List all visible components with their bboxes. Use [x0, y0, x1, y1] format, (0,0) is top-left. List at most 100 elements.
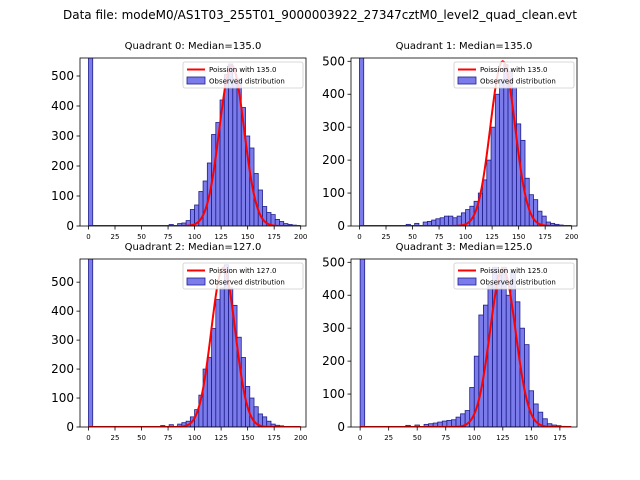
quadrant-3-histogram-bar — [505, 294, 512, 427]
quadrant-1-x-tick-label: 0 — [357, 233, 361, 241]
quadrant-0-y-tick-label: 100 — [51, 189, 74, 203]
quadrant-1-poisson-fit-line — [359, 60, 572, 226]
quadrant-0-legend-observed-label: Observed distribution — [209, 78, 285, 86]
quadrant-0-legend-box — [182, 61, 304, 89]
quadrant-1-x-tick-label: 175 — [538, 233, 551, 241]
quadrant-0-histogram-bar — [257, 189, 263, 226]
quadrant-3-y-tick-label: 100 — [322, 387, 345, 401]
quadrant-0-y-tick-label: 0 — [66, 219, 74, 233]
figure-suptitle: Data file: modeM0/AS1T03_255T01_90000039… — [63, 8, 577, 22]
quadrant-0-x-tick-label: 0 — [86, 233, 90, 241]
quadrant-2-x-tick-label: 125 — [214, 434, 227, 442]
quadrant-1-y-tick-label: 300 — [322, 120, 345, 134]
quadrant-2-legend: Poission with 127.0 Observed distribution — [182, 262, 304, 290]
quadrant-2-chart: 0 25 50 75 100 125 150 175 200 0 100 200 300 400 500 Qu… — [51, 242, 307, 442]
quadrant-3-x-tick-label: 100 — [468, 434, 481, 442]
quadrant-3-histogram-bar — [487, 284, 493, 427]
quadrant-0-histogram-bar — [223, 74, 229, 226]
quadrant-0-histogram-bar — [232, 78, 238, 226]
quadrant-1-y-tick-label: 0 — [337, 219, 345, 233]
quadrant-3-histogram-bar — [473, 355, 480, 427]
quadrant-2-legend-fit-label: Poission with 127.0 — [209, 267, 277, 275]
quadrant-1-histogram-bar — [490, 126, 496, 226]
quadrant-1-histogram-bar — [443, 215, 450, 226]
quadrant-0-x-tick-label: 100 — [188, 233, 201, 241]
quadrant-2-x-tick-label: 25 — [111, 434, 120, 442]
quadrant-3-histogram-bar — [524, 344, 530, 427]
quadrant-1-x-tick-label: 125 — [485, 233, 498, 241]
quadrant-1-title: Quadrant 1: Median=135.0 — [396, 41, 533, 52]
quadrant-1-y-tick-label: 200 — [322, 153, 345, 167]
quadrant-0-x-tick-label: 75 — [164, 233, 173, 241]
quadrant-1-chart: 0 25 50 75 100 125 150 175 200 0 100 200 300 400 500 Qu… — [322, 41, 578, 241]
quadrant-2-y-tick-label: 200 — [51, 362, 74, 376]
quadrant-1-legend-bar-swatch — [457, 76, 477, 85]
quadrant-1-histogram-bar — [482, 179, 488, 226]
quadrant-0-poisson-fit-line — [88, 64, 301, 226]
quadrant-2-y-tick-label: 0 — [66, 420, 74, 434]
quadrant-2-x-tick-label: 200 — [294, 434, 307, 442]
quadrant-1-histogram-bar — [494, 93, 500, 226]
quadrant-3-legend-box — [453, 262, 575, 290]
quadrant-0-plot-area — [88, 58, 301, 226]
quadrant-3-plot-area — [359, 259, 572, 427]
quadrant-3-y-tick-label: 200 — [322, 354, 345, 368]
quadrant-1-axes-frame — [350, 57, 578, 227]
quadrant-1-legend-box — [453, 61, 575, 89]
quadrant-2-histogram-bar — [206, 357, 212, 427]
quadrant-1-histogram-bar — [359, 58, 365, 226]
quadrant-2-y-tick-label: 300 — [51, 333, 74, 347]
quadrant-3-histogram-bar — [501, 266, 507, 427]
quadrant-0-x-tick-label: 25 — [111, 233, 120, 241]
quadrant-0-y-tick-label: 300 — [51, 129, 74, 143]
quadrant-1-x-tick-label: 200 — [565, 233, 578, 241]
quadrant-2-y-tick-label: 400 — [51, 304, 74, 318]
quadrant-1-histogram-bar — [499, 79, 505, 226]
quadrant-2-legend-observed-label: Observed distribution — [209, 279, 285, 287]
quadrant-2-legend-bar-swatch — [186, 277, 206, 286]
quadrant-1-x-tick-label: 75 — [435, 233, 444, 241]
quadrant-0-title: Quadrant 0: Median=135.0 — [125, 41, 262, 52]
quadrant-1-plot-area — [359, 58, 572, 226]
quadrant-1-y-tick-label: 100 — [322, 186, 345, 200]
quadrant-2-y-tick-label: 100 — [51, 391, 74, 405]
quadrant-2-x-tick-label: 0 — [86, 434, 90, 442]
quadrant-2-poisson-fit-line — [88, 266, 301, 427]
quadrant-3-title: Quadrant 3: Median=125.0 — [396, 242, 533, 253]
quadrant-2-title: Quadrant 2: Median=127.0 — [125, 242, 262, 253]
quadrant-3-chart: 0 25 50 75 100 125 150 175 0 100 200 300 400 500 Quadr… — [322, 242, 578, 442]
quadrant-0-axes-frame — [79, 57, 307, 227]
quadrant-1-histogram-bar — [452, 217, 458, 226]
quadrant-2-y-tick-label: 500 — [51, 275, 74, 289]
quadrant-3-x-tick-label: 175 — [553, 434, 566, 442]
quadrant-1-x-tick-label: 50 — [408, 233, 417, 241]
quadrant-3-legend-fit-label: Poission with 125.0 — [480, 267, 548, 275]
quadrant-2-histogram-bar — [211, 328, 217, 427]
quadrant-1-histogram-bar — [439, 217, 445, 226]
quadrant-1-x-tick-label: 25 — [382, 233, 391, 241]
quadrant-0-chart: 0 25 50 75 100 125 150 175 200 0 100 200 300 400 500 Qu… — [51, 41, 307, 241]
quadrant-0-y-tick-label: 400 — [51, 99, 74, 113]
quadrant-3-x-tick-label: 125 — [496, 434, 509, 442]
quadrant-0-x-tick-label: 150 — [241, 233, 254, 241]
quadrant-2-histogram-bar — [168, 424, 174, 427]
quadrant-2-legend-box — [182, 262, 304, 290]
quadrant-0-legend: Poission with 135.0 Observed distribution — [182, 61, 304, 89]
quadrant-3-histogram-bar — [496, 275, 503, 427]
quadrant-3-legend-observed-label: Observed distribution — [480, 279, 556, 287]
quadrant-3-x-tick-label: 0 — [358, 434, 362, 442]
quadrant-3-x-tick-label: 75 — [441, 434, 450, 442]
quadrant-3-x-tick-label: 25 — [384, 434, 393, 442]
quadrant-2-x-tick-label: 100 — [188, 434, 201, 442]
quadrant-2-x-tick-label: 175 — [267, 434, 280, 442]
quadrant-1-legend: Poission with 135.0 Observed distribution — [453, 61, 575, 89]
quadrant-2-histogram-bar — [88, 259, 94, 427]
quadrant-2-histogram-bar — [215, 299, 221, 427]
quadrant-2-histogram-bar — [219, 287, 225, 427]
quadrant-1-legend-fit-label: Poission with 135.0 — [480, 66, 548, 74]
quadrant-3-poisson-fit-line — [360, 267, 572, 427]
quadrant-1-histogram-bar — [435, 218, 441, 226]
quadrant-1-legend-observed-label: Observed distribution — [480, 78, 556, 86]
